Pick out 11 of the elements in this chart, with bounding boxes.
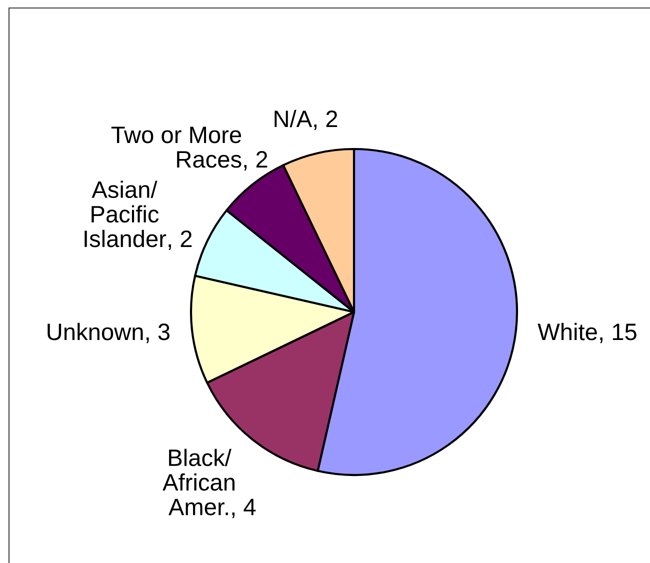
- data-label: , 2: [168, 230, 192, 250]
- slice-label: Unknown: [48, 322, 143, 340]
- slice-label: Asian/ Pacific Islander: [84, 180, 166, 248]
- data-label: , 2: [244, 151, 268, 171]
- data-label: , 2: [314, 110, 338, 130]
- data-label: , 3: [146, 324, 170, 344]
- slice-label: N/A: [274, 110, 312, 128]
- slice-label: White: [538, 322, 597, 340]
- data-label: , 4: [232, 498, 256, 518]
- slice-label: Two or More Races: [111, 126, 242, 168]
- data-label: , 15: [600, 324, 636, 344]
